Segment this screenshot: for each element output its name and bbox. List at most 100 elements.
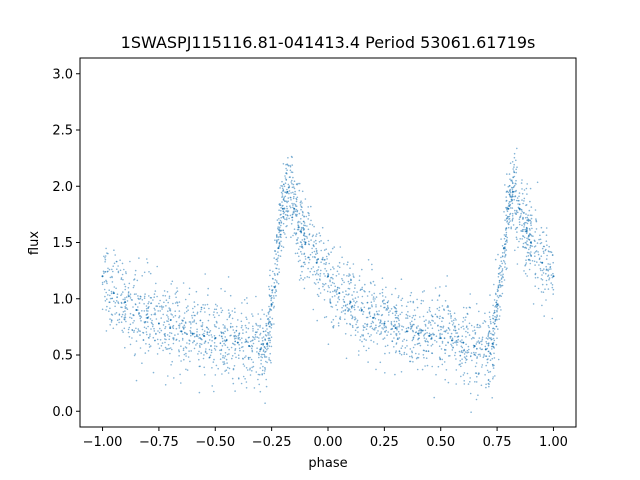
data-point [275, 242, 278, 244]
data-point [382, 295, 384, 297]
data-point [325, 263, 327, 266]
data-point [336, 293, 338, 295]
data-point [370, 301, 373, 304]
data-point [145, 314, 148, 316]
data-point [530, 221, 532, 223]
data-point [300, 208, 302, 211]
data-point [452, 347, 454, 349]
data-point [506, 239, 508, 241]
data-point [296, 252, 299, 254]
data-point [316, 260, 319, 262]
data-point [476, 356, 479, 358]
data-point [208, 331, 211, 334]
data-point [501, 268, 504, 270]
data-point [484, 312, 486, 315]
data-point [462, 325, 464, 328]
data-point [528, 268, 531, 271]
data-point [443, 361, 446, 363]
data-point [325, 270, 328, 272]
data-point [383, 324, 386, 327]
data-point [534, 255, 536, 257]
data-point [103, 281, 106, 283]
data-point [375, 332, 378, 334]
data-point [337, 265, 339, 267]
data-point [381, 322, 383, 325]
data-point [161, 342, 164, 344]
data-point [135, 327, 137, 330]
data-point [319, 275, 321, 277]
data-point [238, 347, 241, 350]
data-point [128, 282, 131, 285]
data-point [481, 343, 483, 346]
data-point [509, 188, 512, 191]
data-point [518, 192, 521, 194]
data-point [547, 250, 550, 252]
data-point [487, 358, 489, 360]
data-point [190, 334, 192, 337]
data-point [518, 223, 521, 226]
data-point [373, 314, 376, 316]
data-point [317, 281, 320, 284]
data-point [178, 301, 181, 303]
data-point [242, 375, 245, 378]
data-point [435, 335, 438, 338]
data-point [159, 310, 161, 312]
data-point [158, 302, 160, 305]
data-point [278, 231, 280, 234]
data-point [332, 266, 334, 268]
data-point [492, 330, 495, 332]
data-point [465, 343, 467, 346]
data-point [430, 337, 433, 340]
data-point [412, 338, 414, 341]
data-point [515, 179, 517, 182]
data-point [505, 229, 507, 231]
data-point [499, 284, 502, 287]
data-point [273, 282, 276, 284]
data-point [497, 286, 500, 288]
data-point [385, 329, 388, 332]
data-point [105, 330, 108, 332]
data-point [269, 341, 271, 344]
data-point [258, 383, 261, 386]
data-point [274, 274, 276, 276]
data-point [397, 296, 400, 299]
data-point [327, 239, 330, 242]
data-point [282, 198, 285, 201]
data-point [258, 354, 260, 356]
data-point [525, 228, 528, 230]
data-point [401, 311, 403, 314]
data-point [298, 182, 301, 185]
data-point [518, 207, 521, 210]
data-point [103, 288, 106, 291]
data-point [549, 251, 552, 253]
data-point [333, 268, 335, 270]
data-point [318, 287, 320, 290]
data-point [284, 233, 286, 235]
data-point [269, 307, 271, 310]
data-point [327, 285, 330, 287]
data-point [192, 311, 195, 314]
data-point [161, 308, 163, 310]
data-point [516, 197, 519, 199]
data-point [431, 352, 433, 354]
data-point [279, 219, 282, 222]
data-point [265, 325, 268, 327]
data-point [267, 347, 269, 350]
data-point [417, 332, 420, 335]
data-point [262, 350, 265, 353]
data-point [427, 327, 429, 329]
data-point [307, 211, 309, 214]
data-point [265, 385, 268, 388]
data-point [423, 290, 426, 292]
data-point [231, 317, 234, 320]
data-point [107, 270, 109, 273]
data-point [545, 299, 547, 301]
data-point [530, 217, 533, 220]
data-point [190, 327, 192, 329]
data-point [280, 221, 283, 223]
data-point [282, 216, 285, 218]
data-point [146, 321, 149, 323]
data-point [289, 169, 292, 172]
data-point [169, 332, 171, 334]
data-point [511, 215, 514, 217]
